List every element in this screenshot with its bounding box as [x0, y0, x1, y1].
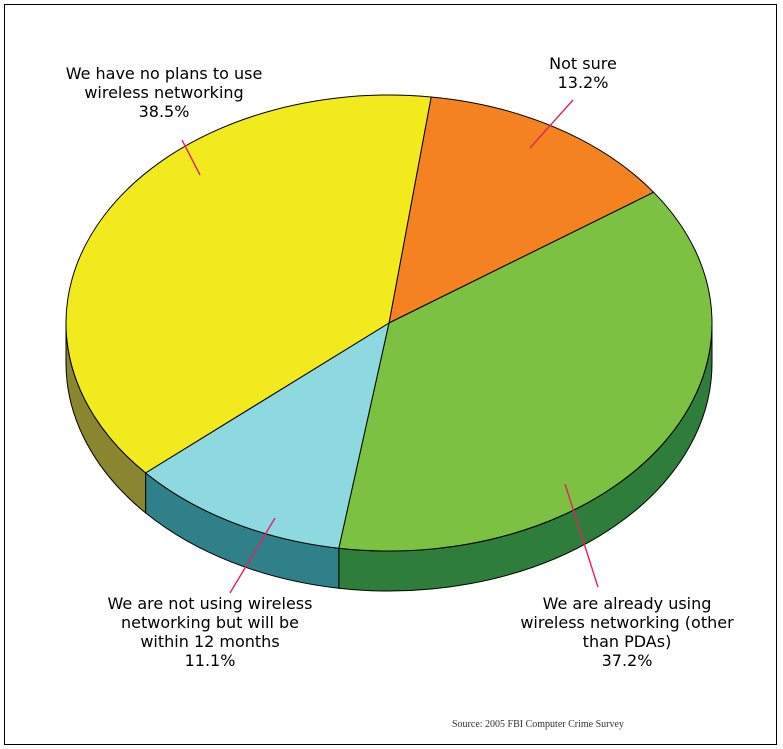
leader-line-4 [181, 139, 201, 176]
slice-label-line: We are already using [543, 594, 712, 613]
slice-2 [338, 191, 713, 552]
slice-label-line: 11.1% [185, 651, 236, 670]
slice-label-line: 13.2% [558, 73, 609, 92]
pie-slices [65, 94, 713, 552]
leader-lines [181, 99, 599, 594]
slice-label-line: than PDAs) [583, 632, 672, 651]
slice-label-1: Not sure 13.2% [549, 54, 617, 92]
slice-label-line: within 12 months [140, 632, 279, 651]
slice-label-line: We are not using wireless [108, 594, 313, 613]
slice-label-line: We have no plans to use [66, 64, 263, 83]
slice-label-line: Not sure [549, 54, 617, 73]
slice-label-line: 38.5% [139, 102, 190, 121]
leader-line-1 [529, 99, 574, 149]
leader-line-2 [564, 483, 599, 588]
slice-3 [144, 321, 390, 549]
leader-line-3 [229, 517, 276, 594]
slice-labels: Not sure 13.2%We are already using wireles… [66, 54, 734, 670]
slice-4 [65, 94, 432, 474]
slice-label-line: wireless networking [84, 83, 243, 102]
slice-label-2: We are already using wireless networking … [520, 594, 734, 670]
slice-1 [388, 96, 655, 324]
slice-label-line: wireless networking (other [520, 613, 734, 632]
source-note: Source: 2005 FBI Computer Crime Survey [452, 719, 624, 730]
slice-label-line: 37.2% [602, 651, 653, 670]
slice-label-4: We have no plans to use wireless networki… [66, 64, 263, 121]
slice-label-line: networking but will be [121, 613, 299, 632]
slice-label-3: We are not using wireless networking but … [108, 594, 313, 670]
